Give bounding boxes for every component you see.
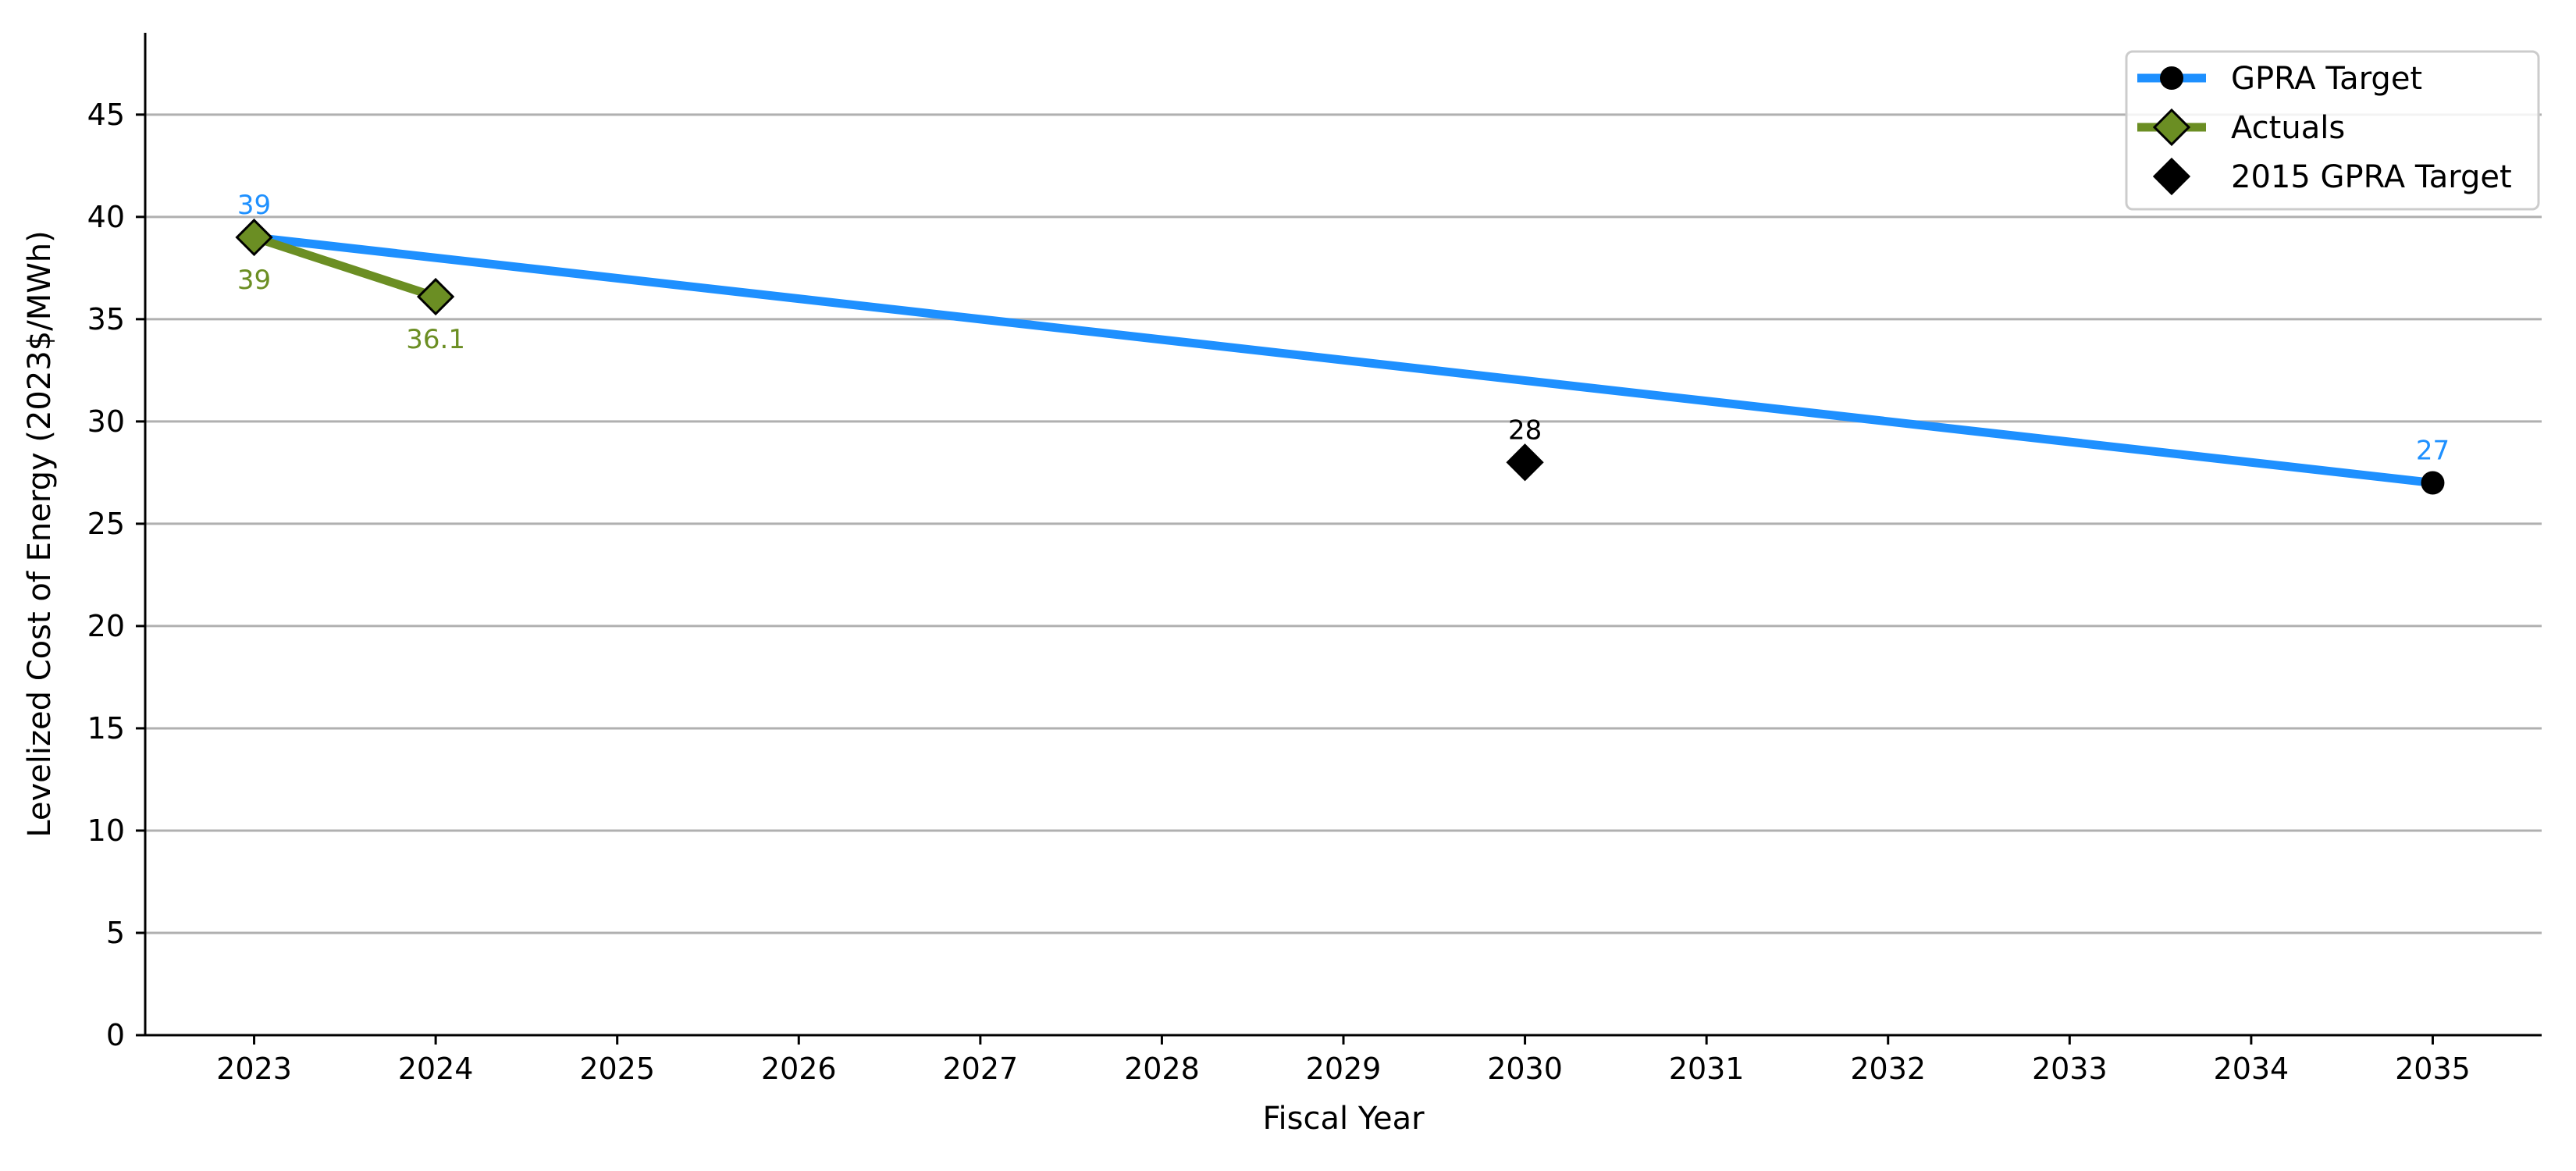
y-tick-label: 35 bbox=[87, 302, 125, 336]
x-tick-label: 2031 bbox=[1669, 1052, 1745, 1086]
y-tick-label: 30 bbox=[87, 404, 125, 439]
y-tick-label: 45 bbox=[87, 98, 125, 132]
x-tick-label: 2024 bbox=[398, 1052, 474, 1086]
legend: GPRA Target Actuals 2015 GPRA Target bbox=[2125, 50, 2540, 211]
axes bbox=[136, 33, 2542, 1045]
y-axis-title: Levelized Cost of Energy (2023$/MWh) bbox=[22, 230, 58, 837]
y-tick-label: 5 bbox=[106, 916, 125, 950]
series-line-0 bbox=[250, 233, 2437, 487]
x-axis-title: Fiscal Year bbox=[1262, 1101, 1425, 1137]
legend-marker-1 bbox=[2152, 108, 2191, 147]
x-tick-label: 2030 bbox=[1487, 1052, 1563, 1086]
x-tick-label: 2028 bbox=[1124, 1052, 1200, 1086]
legend-label-2: 2015 GPRA Target bbox=[2231, 159, 2512, 195]
x-tick-label: 2029 bbox=[1306, 1052, 1382, 1086]
series-0-marker-1 bbox=[2421, 471, 2445, 495]
series-line-1 bbox=[250, 233, 440, 301]
y-tick-label: 15 bbox=[87, 711, 125, 746]
data-label-series-0: 27 bbox=[2416, 435, 2450, 466]
data-label-series-1: 36.1 bbox=[406, 324, 465, 355]
y-tick-label: 0 bbox=[106, 1018, 125, 1052]
x-tick-label: 2032 bbox=[1850, 1052, 1926, 1086]
legend-marker-2 bbox=[2152, 157, 2191, 196]
data-label-series-2: 28 bbox=[1508, 415, 1542, 446]
legend-label-1: Actuals bbox=[2231, 110, 2345, 146]
legend-box bbox=[2125, 50, 2540, 211]
x-tick-label: 2035 bbox=[2395, 1052, 2471, 1086]
x-tick-label: 2033 bbox=[2032, 1052, 2108, 1086]
grid-lines bbox=[145, 113, 2542, 934]
y-tick-label: 40 bbox=[87, 200, 125, 234]
data-labels: 39 27 39 36.1 28 bbox=[237, 190, 2450, 466]
x-tick-label: 2026 bbox=[761, 1052, 837, 1086]
y-tick-label: 20 bbox=[87, 609, 125, 643]
x-tick-label: 2027 bbox=[942, 1052, 1018, 1086]
x-tick-label: 2025 bbox=[579, 1052, 655, 1086]
series-1-marker-1 bbox=[416, 277, 455, 316]
series-1-marker-0 bbox=[235, 218, 273, 257]
legend-label-0: GPRA Target bbox=[2231, 61, 2422, 97]
series-layer bbox=[235, 218, 2445, 495]
data-label-series-0: 39 bbox=[237, 190, 271, 221]
x-tick-label: 2023 bbox=[216, 1052, 292, 1086]
x-tick-label: 2034 bbox=[2214, 1052, 2290, 1086]
legend-marker-0 bbox=[2160, 66, 2183, 90]
series-2-marker-0 bbox=[1506, 443, 1544, 482]
y-tick-label: 10 bbox=[87, 813, 125, 848]
data-label-series-1: 39 bbox=[237, 265, 271, 296]
y-tick-label: 25 bbox=[87, 507, 125, 541]
